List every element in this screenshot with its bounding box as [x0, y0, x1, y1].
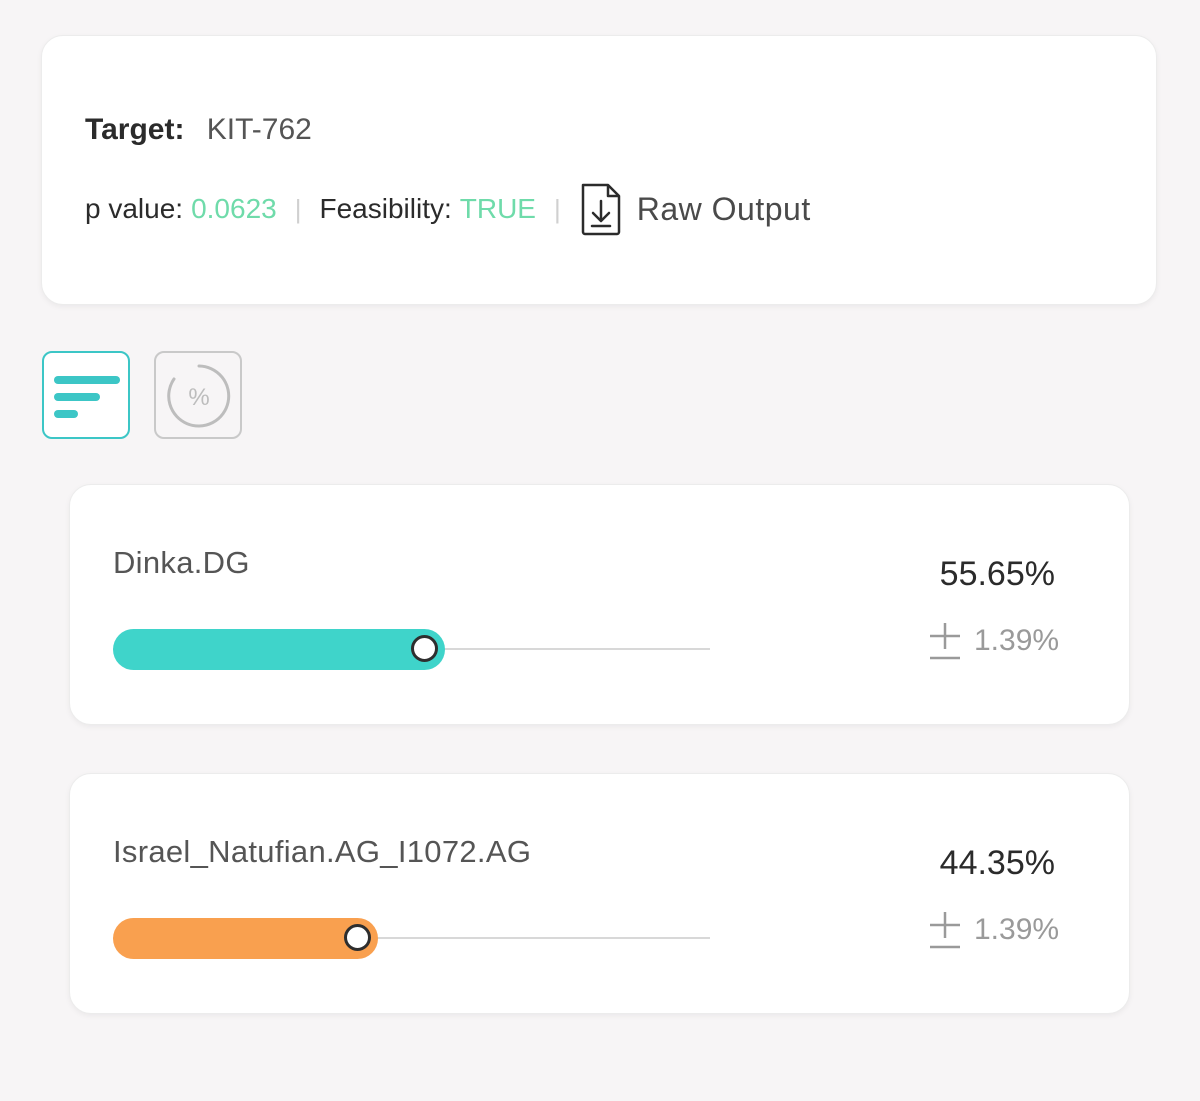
feasibility-label: Feasibility: [319, 193, 452, 224]
error-margin: 1.39% [928, 910, 1059, 950]
error-value: 1.39% [974, 624, 1060, 657]
target-value: KIT-762 [206, 113, 312, 146]
target-row: Target: KIT-762 [85, 112, 312, 148]
feasibility-value: TRUE [459, 193, 536, 224]
svg-text:%: % [188, 384, 209, 411]
target-label: Target: [85, 113, 185, 146]
bar-list-icon [54, 376, 120, 418]
raw-output-button[interactable]: Raw Output [579, 182, 811, 236]
slider-track [113, 937, 710, 939]
result-card: Israel_Natufian.AG_I1072.AG 44.35% 1.39% [69, 773, 1130, 1014]
percent-view-toggle[interactable]: % [154, 351, 242, 439]
plus-minus-icon [930, 623, 960, 660]
summary-card: Target: KIT-762 p value: 0.0623 | Feasib… [41, 35, 1157, 305]
error-value: 1.39% [974, 913, 1060, 946]
p-value: 0.0623 [191, 193, 277, 224]
bar-view-toggle[interactable] [42, 351, 130, 439]
p-value-label: p value: [85, 193, 184, 224]
separator: | [553, 193, 561, 224]
percentage-value: 55.65% [939, 555, 1055, 593]
raw-output-label: Raw Output [636, 190, 811, 227]
meta-row: p value: 0.0623 | Feasibility: TRUE | Ra… [85, 182, 811, 236]
file-download-icon [579, 182, 623, 236]
separator: | [294, 193, 302, 224]
percent-circle-icon: % [167, 364, 231, 428]
population-name: Israel_Natufian.AG_I1072.AG [113, 834, 532, 869]
slider-handle[interactable] [411, 635, 438, 662]
plus-minus-icon [930, 912, 960, 949]
slider-handle[interactable] [344, 924, 371, 951]
slider-fill [113, 918, 378, 959]
population-name: Dinka.DG [113, 545, 250, 580]
error-margin: 1.39% [928, 621, 1059, 661]
result-card: Dinka.DG 55.65% 1.39% [69, 484, 1130, 725]
percentage-value: 44.35% [939, 844, 1055, 882]
slider-fill [113, 629, 445, 670]
